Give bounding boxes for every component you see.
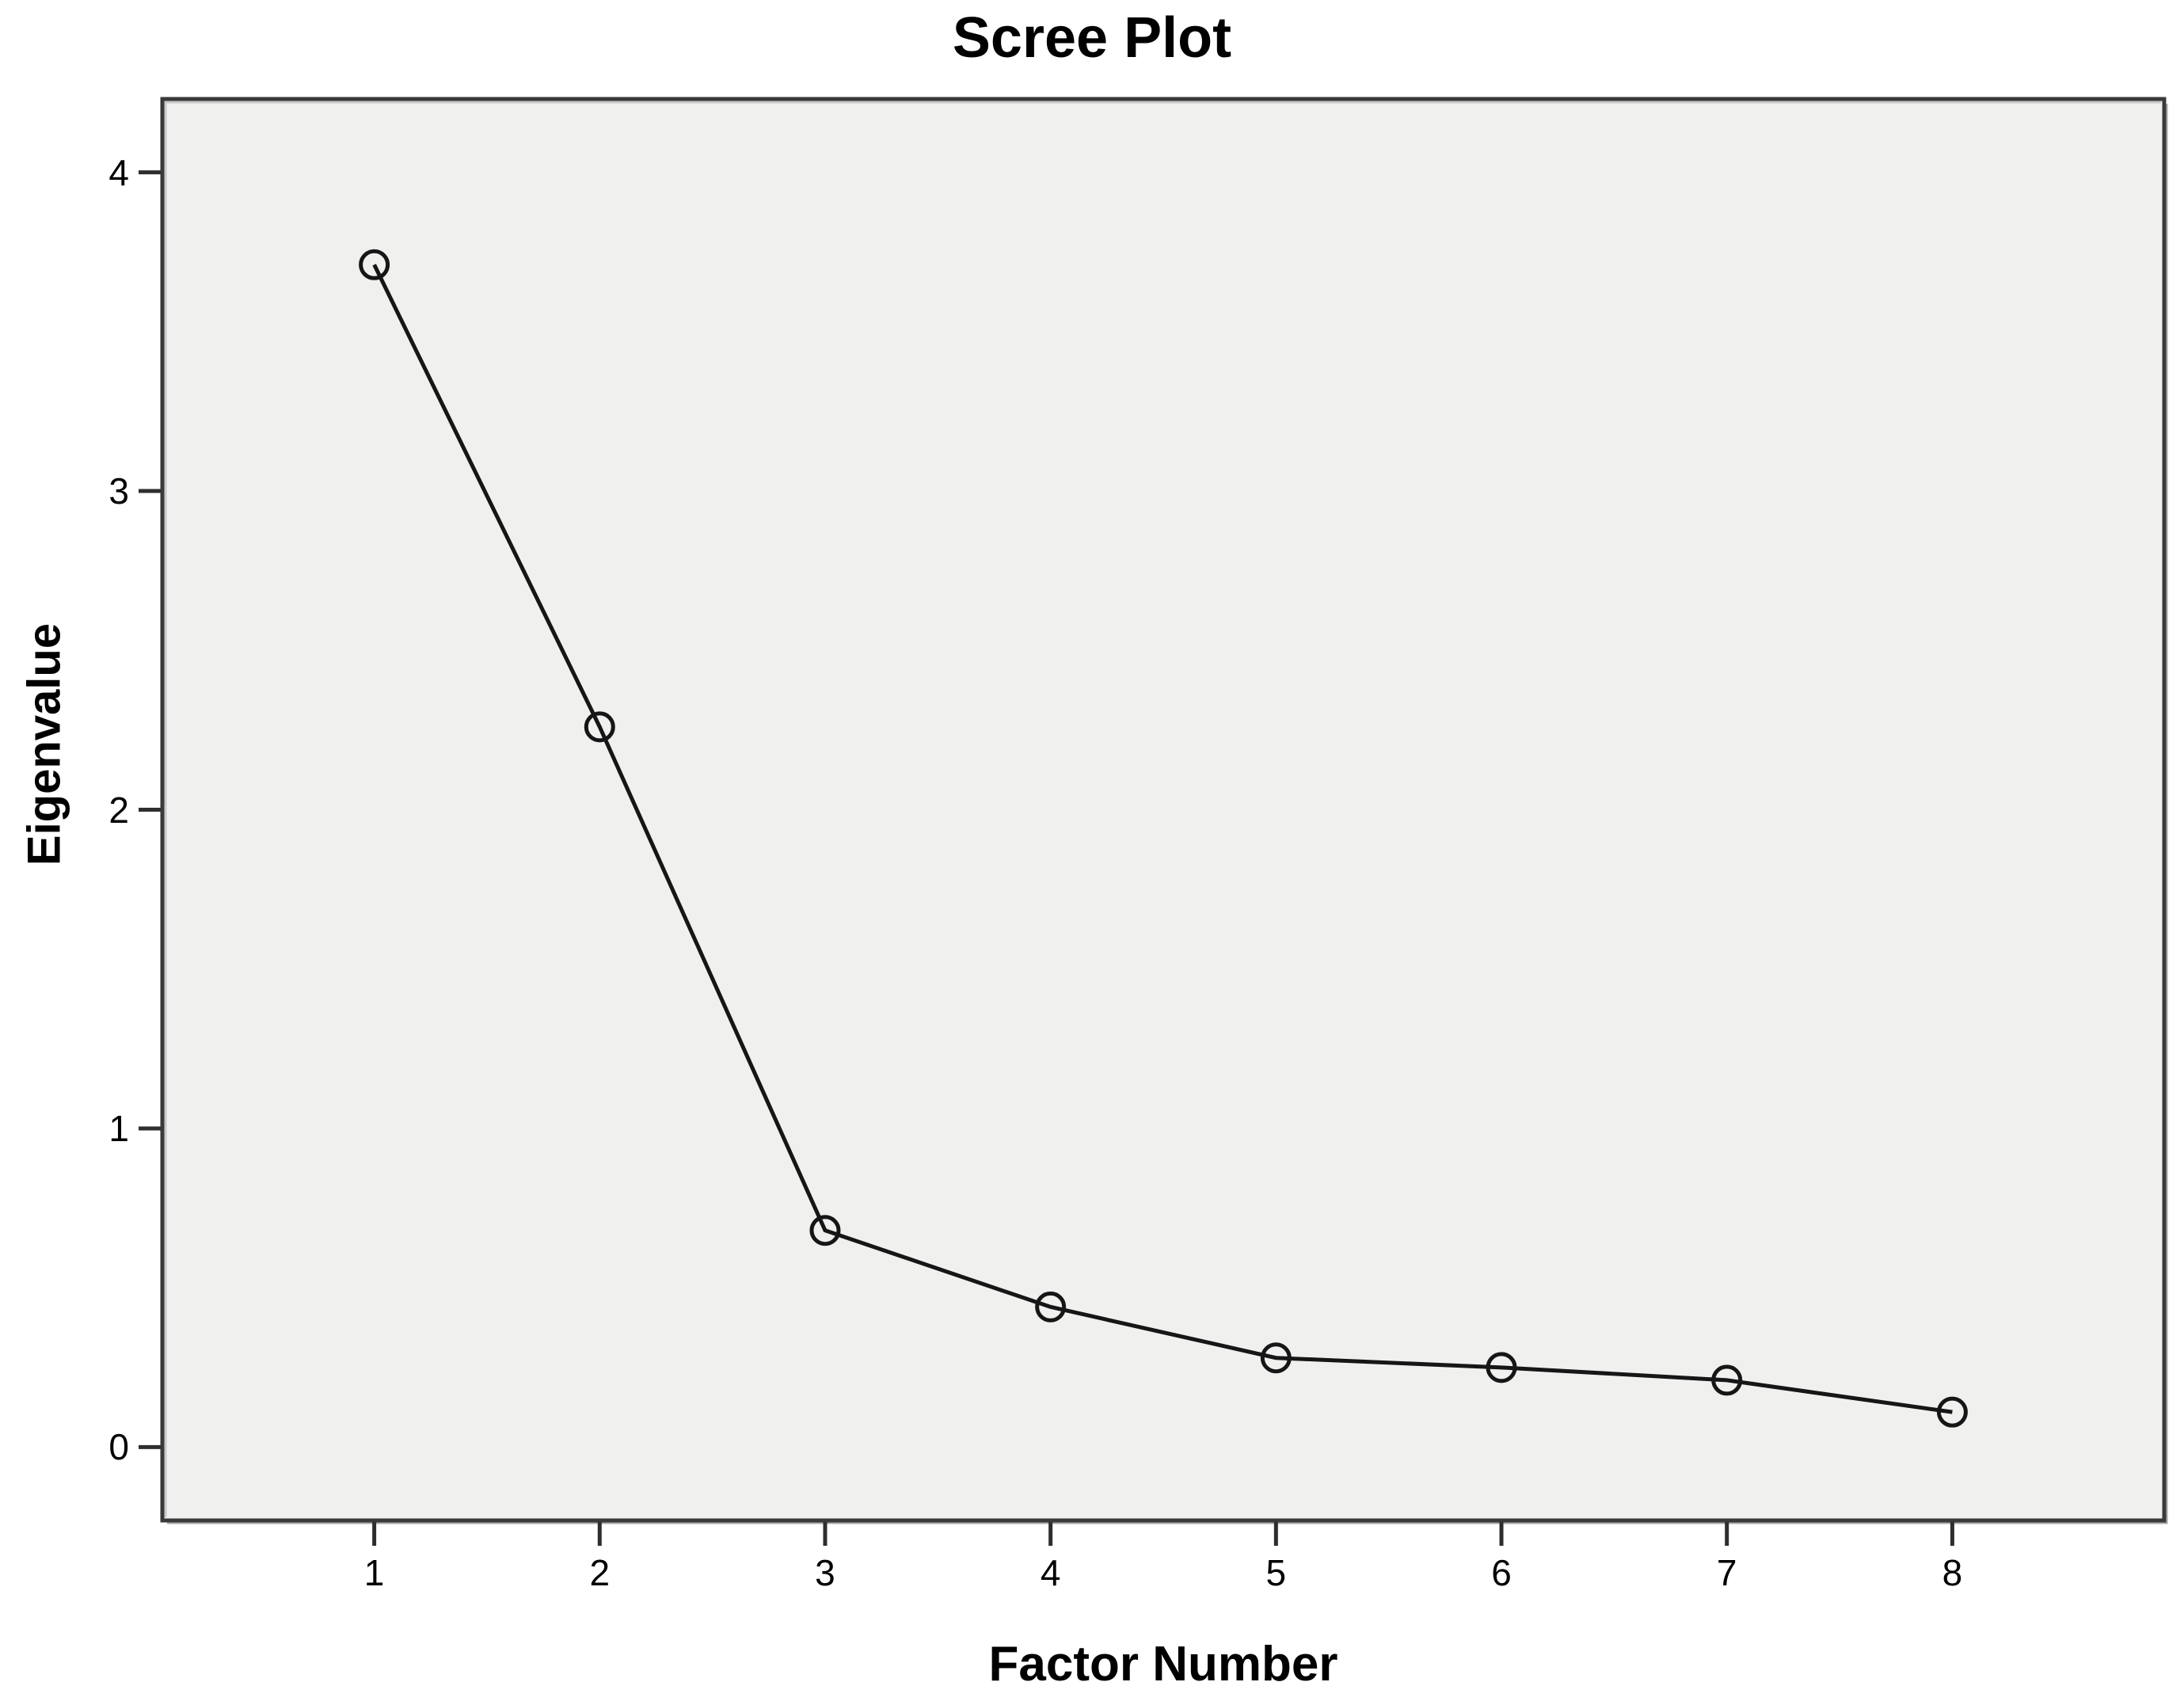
x-tick-label: 2 (589, 1552, 611, 1593)
x-tick-label: 6 (1491, 1552, 1512, 1593)
plot-frame (160, 97, 2167, 1523)
data-point-marker[interactable] (809, 1215, 841, 1246)
data-point-marker[interactable] (1936, 1396, 1968, 1428)
x-tick-label: 7 (1716, 1552, 1737, 1593)
y-tick-label: 3 (108, 470, 129, 512)
data-point-marker[interactable] (1260, 1342, 1292, 1374)
chart-title: Scree Plot (952, 6, 1232, 70)
data-point-marker[interactable] (1711, 1364, 1743, 1396)
data-point-marker[interactable] (584, 711, 615, 743)
plot-area (162, 99, 2164, 1520)
x-axis-title: Factor Number (988, 1637, 1338, 1691)
data-point-marker[interactable] (1035, 1291, 1067, 1322)
x-tick-label: 1 (363, 1552, 385, 1593)
data-point-marker[interactable] (359, 249, 390, 280)
data-point-marker[interactable] (1486, 1352, 1517, 1383)
x-tick-label: 3 (815, 1552, 835, 1593)
y-tick-label: 0 (108, 1426, 129, 1468)
x-tick-label: 5 (1265, 1552, 1287, 1593)
frame-highlight-edge (164, 101, 2161, 1517)
y-tick-label: 2 (108, 789, 129, 831)
x-tick-label: 8 (1942, 1552, 1963, 1593)
data-series-line (372, 264, 1953, 1414)
y-tick-label: 4 (108, 151, 129, 193)
y-tick-label: 1 (108, 1107, 129, 1149)
x-tick-label: 4 (1040, 1552, 1061, 1593)
